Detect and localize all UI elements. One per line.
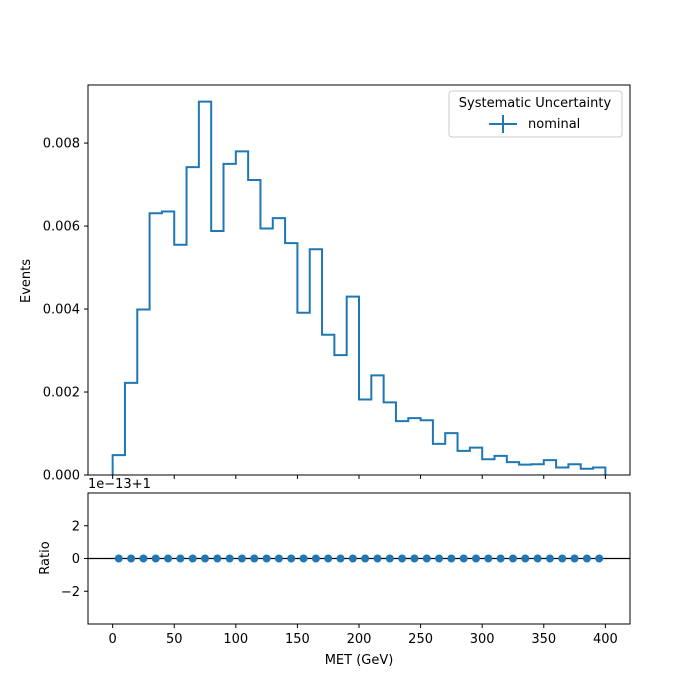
ratio-x-tick-label: 250 <box>408 632 433 647</box>
ratio-point <box>582 554 591 563</box>
main-y-tick-label: 0.006 <box>43 220 80 235</box>
ratio-y-ticks: −2 0 2 <box>61 519 88 600</box>
ratio-point <box>336 554 345 563</box>
ratio-point <box>139 554 148 563</box>
main-y-tick-label: 0.000 <box>43 469 80 484</box>
ratio-point <box>151 554 160 563</box>
ratio-plot-frame <box>87 492 631 625</box>
ratio-x-tick-label: 400 <box>593 632 618 647</box>
ratio-point <box>250 554 259 563</box>
legend-title: Systematic Uncertainty <box>459 96 612 111</box>
main-x-ticks <box>112 475 606 479</box>
ratio-point <box>570 554 579 563</box>
main-panel: 0.000 0.002 0.004 0.006 0.008 Events Systema… <box>19 84 631 484</box>
ratio-x-tick-label: 300 <box>470 632 495 647</box>
y-axis-label-ratio: Ratio <box>38 541 53 574</box>
ratio-point <box>311 554 320 563</box>
ratio-point <box>385 554 394 563</box>
ratio-point <box>237 554 246 563</box>
ratio-point <box>287 554 296 563</box>
ratio-x-tick-label: 150 <box>285 632 310 647</box>
ratio-offset-text: 1e−13+1 <box>88 477 151 492</box>
ratio-x-tick-label: 200 <box>347 632 372 647</box>
ratio-x-tick-label: 100 <box>223 632 248 647</box>
x-axis-label-met: MET (GeV) <box>325 653 394 668</box>
ratio-x-tick-label: 350 <box>531 632 556 647</box>
ratio-point <box>324 554 333 563</box>
ratio-point <box>299 554 308 563</box>
ratio-point <box>422 554 431 563</box>
ratio-x-ticks: 0 50 100 150 200 250 300 350 400 <box>108 624 618 647</box>
ratio-y-tick-label: −2 <box>61 585 80 600</box>
ratio-point <box>274 554 283 563</box>
ratio-point <box>447 554 456 563</box>
main-y-tick-label: 0.002 <box>43 386 80 401</box>
ratio-x-tick-label: 50 <box>166 632 183 647</box>
ratio-point <box>188 554 197 563</box>
ratio-point <box>508 554 517 563</box>
ratio-point <box>533 554 542 563</box>
legend-entry-nominal: nominal <box>528 117 580 132</box>
ratio-points <box>114 554 604 563</box>
ratio-point <box>410 554 419 563</box>
ratio-point <box>496 554 505 563</box>
main-y-tick-label: 0.008 <box>43 137 80 152</box>
ratio-point <box>435 554 444 563</box>
ratio-point <box>595 554 604 563</box>
legend: Systematic Uncertainty nominal <box>448 90 623 138</box>
main-y-ticks: 0.000 0.002 0.004 0.006 0.008 <box>43 137 88 484</box>
ratio-point <box>176 554 185 563</box>
main-plot-frame <box>87 84 631 476</box>
ratio-point <box>164 554 173 563</box>
ratio-point <box>459 554 468 563</box>
ratio-point <box>558 554 567 563</box>
ratio-point <box>262 554 271 563</box>
ratio-y-tick-label: 2 <box>72 519 80 534</box>
main-y-tick-label: 0.004 <box>43 303 80 318</box>
legend-box <box>448 90 623 138</box>
ratio-point <box>127 554 136 563</box>
ratio-point <box>545 554 554 563</box>
ratio-point <box>398 554 407 563</box>
ratio-y-tick-label: 0 <box>72 552 80 567</box>
ratio-point <box>472 554 481 563</box>
ratio-x-tick-label: 0 <box>108 632 116 647</box>
y-axis-label-events: Events <box>19 259 34 303</box>
ratio-point <box>521 554 530 563</box>
ratio-point <box>213 554 222 563</box>
ratio-point <box>201 554 210 563</box>
ratio-point <box>348 554 357 563</box>
ratio-point <box>361 554 370 563</box>
histogram-step-line <box>111 100 607 475</box>
ratio-point <box>373 554 382 563</box>
ratio-point <box>225 554 234 563</box>
ratio-panel: −2 0 2 0 50 100 150 200 250 300 350 400 1e−13+1 Ra… <box>38 477 631 668</box>
ratio-point <box>114 554 123 563</box>
ratio-point <box>484 554 493 563</box>
